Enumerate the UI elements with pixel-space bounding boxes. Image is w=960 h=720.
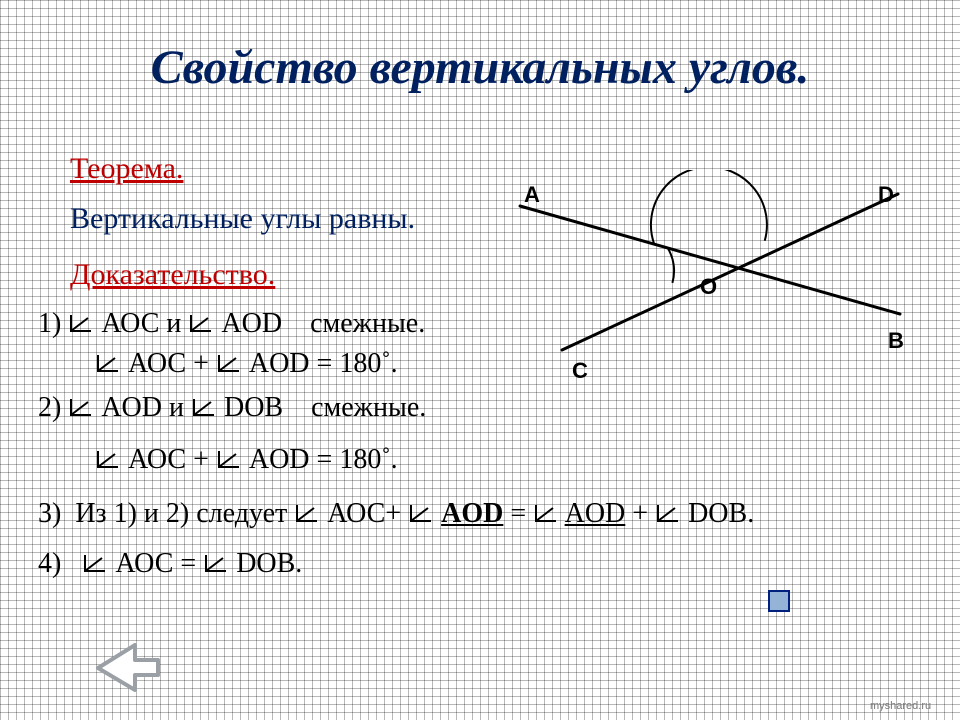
proof-line-2: 2) АOD и DOB смежные. bbox=[38, 392, 426, 424]
end-of-proof-square bbox=[768, 590, 790, 612]
angle-icon bbox=[68, 396, 94, 418]
slide-title: Свойство вертикальных углов. bbox=[0, 40, 960, 95]
l2-num: 2) bbox=[38, 392, 61, 423]
proof-line-2b: АОС + АOD = 180˚. bbox=[95, 444, 398, 476]
proof-label: Доказательство. bbox=[70, 258, 275, 292]
theorem-label: Теорема. bbox=[70, 152, 183, 186]
l2-a: АOD и bbox=[101, 392, 184, 423]
l2-c: смежные. bbox=[311, 392, 426, 423]
l3-c: AOD bbox=[441, 498, 503, 529]
proof-line-3: 3) Из 1) и 2) следует АОС+ AOD = AOD + D… bbox=[38, 498, 754, 530]
angle-icon bbox=[82, 552, 108, 574]
l2d-b: АOD = 180˚. bbox=[249, 444, 398, 475]
l3-plus: + bbox=[632, 498, 655, 529]
l1-c: смежные. bbox=[310, 308, 425, 339]
svg-text:D: D bbox=[878, 182, 894, 207]
l2d-a: АОС + bbox=[128, 444, 209, 475]
angle-icon bbox=[191, 396, 217, 418]
angle-icon bbox=[408, 502, 434, 524]
l4-a: АОС = bbox=[115, 548, 196, 579]
l1d-b: АOD = 180˚. bbox=[249, 348, 398, 379]
watermark: myshared.ru bbox=[870, 700, 931, 712]
l4-b: DOB. bbox=[236, 548, 302, 579]
l3-num: 3) bbox=[38, 498, 61, 529]
proof-line-1: 1) АОС и АOD смежные. bbox=[38, 308, 425, 340]
svg-text:В: В bbox=[888, 328, 904, 353]
l3-a: Из 1) и 2) следует bbox=[75, 498, 287, 529]
theorem-label-text: Теорема. bbox=[70, 152, 183, 185]
l4-num: 4) bbox=[38, 548, 61, 579]
l3-eq: = bbox=[510, 498, 533, 529]
l1d-a: АОС + bbox=[128, 348, 209, 379]
back-arrow-icon[interactable] bbox=[90, 640, 160, 695]
vertical-angles-diagram: А D О С В bbox=[500, 170, 920, 390]
angle-icon bbox=[216, 352, 242, 374]
angle-icon bbox=[216, 448, 242, 470]
angle-icon bbox=[655, 502, 681, 524]
l1-num: 1) bbox=[38, 308, 61, 339]
svg-text:С: С bbox=[572, 358, 588, 383]
proof-line-1b: АОС + АOD = 180˚. bbox=[95, 348, 398, 380]
angle-icon bbox=[188, 312, 214, 334]
angle-icon bbox=[95, 352, 121, 374]
theorem-statement: Вертикальные углы равны. bbox=[70, 202, 415, 236]
angle-icon bbox=[68, 312, 94, 334]
svg-text:О: О bbox=[700, 274, 717, 299]
svg-text:А: А bbox=[524, 182, 540, 207]
proof-label-text: Доказательство. bbox=[70, 258, 275, 291]
angle-icon bbox=[533, 502, 559, 524]
proof-line-4: 4) АОС = DOB. bbox=[38, 548, 302, 580]
l3-e: DOB. bbox=[688, 498, 754, 529]
angle-icon bbox=[294, 502, 320, 524]
l2-b: DOB bbox=[224, 392, 283, 423]
l1-a: АОС и bbox=[101, 308, 181, 339]
angle-icon bbox=[203, 552, 229, 574]
angle-icon bbox=[95, 448, 121, 470]
l3-b: АОС+ bbox=[327, 498, 401, 529]
l1-b: АOD bbox=[221, 308, 282, 339]
l3-d: AOD bbox=[565, 498, 626, 529]
